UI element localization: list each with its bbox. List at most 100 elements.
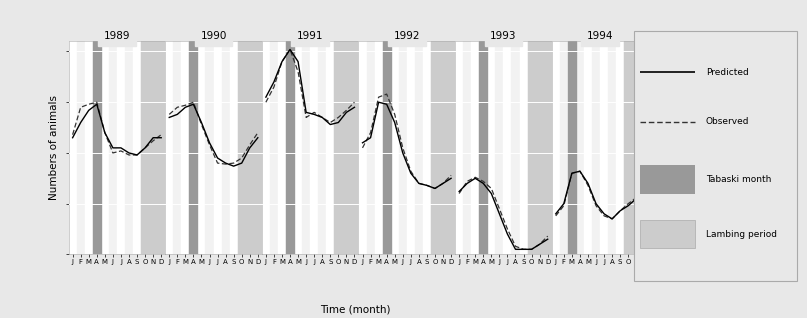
Bar [174, 41, 182, 254]
Bar [149, 41, 157, 254]
Bar [617, 41, 624, 254]
Bar [656, 41, 664, 254]
Bar [294, 41, 302, 254]
Bar [69, 41, 77, 254]
Bar [391, 41, 399, 254]
Bar [512, 41, 520, 254]
Bar [664, 41, 672, 254]
Bar [552, 41, 560, 254]
Text: Time (month): Time (month) [320, 305, 391, 315]
Bar [286, 41, 294, 254]
Bar [261, 41, 270, 254]
Bar [141, 41, 149, 254]
Bar [640, 41, 648, 254]
Bar [600, 41, 608, 254]
Bar [238, 41, 246, 254]
Bar [93, 41, 101, 254]
Bar [374, 41, 383, 254]
Title: 1989: 1989 [103, 31, 130, 41]
Bar [334, 41, 342, 254]
Bar [632, 41, 640, 254]
Title: 1991: 1991 [297, 31, 324, 41]
Bar [358, 41, 366, 254]
Bar [141, 41, 149, 254]
Bar [729, 41, 737, 254]
Bar [407, 41, 415, 254]
Bar [415, 41, 423, 254]
Text: Tabaski month: Tabaski month [705, 175, 771, 184]
Title: 1993: 1993 [490, 31, 516, 41]
Bar [326, 41, 334, 254]
Bar [721, 41, 729, 254]
Bar [680, 41, 688, 254]
Bar [270, 41, 278, 254]
Title: 1995: 1995 [684, 31, 710, 41]
Bar [664, 41, 672, 254]
Bar [487, 41, 495, 254]
Bar [528, 41, 536, 254]
Bar [632, 41, 640, 254]
Bar [737, 41, 745, 254]
Bar [334, 41, 342, 254]
Bar [399, 41, 407, 254]
Bar [528, 41, 536, 254]
Bar [342, 41, 350, 254]
Bar [77, 41, 85, 254]
Bar [246, 41, 253, 254]
Bar [117, 41, 125, 254]
Bar [198, 41, 206, 254]
Bar [455, 41, 463, 254]
Y-axis label: Numbers of animals: Numbers of animals [49, 95, 59, 200]
Bar [423, 41, 431, 254]
Bar [608, 41, 617, 254]
Bar [479, 41, 487, 254]
Bar [504, 41, 512, 254]
Bar [624, 41, 632, 254]
Bar [624, 41, 632, 254]
Bar [713, 41, 721, 254]
Bar [157, 41, 165, 254]
Bar [286, 41, 294, 254]
Title: 1992: 1992 [394, 31, 420, 41]
Bar [592, 41, 600, 254]
Bar [696, 41, 705, 254]
Bar [318, 41, 326, 254]
Bar [439, 41, 447, 254]
Bar [383, 41, 391, 254]
Bar [479, 41, 487, 254]
Bar [729, 41, 737, 254]
Text: Observed: Observed [705, 117, 749, 127]
Bar [544, 41, 552, 254]
Bar [342, 41, 350, 254]
Bar [560, 41, 568, 254]
Bar [431, 41, 439, 254]
Bar [125, 41, 133, 254]
Bar [520, 41, 528, 254]
Bar [463, 41, 471, 254]
Bar [206, 41, 214, 254]
Bar [536, 41, 544, 254]
Bar [238, 41, 246, 254]
Bar [640, 41, 648, 254]
Bar [471, 41, 479, 254]
Bar [350, 41, 358, 254]
Bar [93, 41, 101, 254]
Text: Lambing period: Lambing period [705, 230, 776, 238]
Bar [230, 41, 238, 254]
Bar [536, 41, 544, 254]
Bar [157, 41, 165, 254]
Bar [222, 41, 230, 254]
Bar [383, 41, 391, 254]
Bar [447, 41, 455, 254]
Bar [182, 41, 190, 254]
Bar [302, 41, 310, 254]
Bar [495, 41, 504, 254]
Bar [431, 41, 439, 254]
Text: Predicted: Predicted [705, 68, 748, 77]
Bar [246, 41, 253, 254]
Bar [584, 41, 592, 254]
Bar [190, 41, 198, 254]
Bar [672, 41, 680, 254]
Bar [568, 41, 576, 254]
Bar [133, 41, 141, 254]
